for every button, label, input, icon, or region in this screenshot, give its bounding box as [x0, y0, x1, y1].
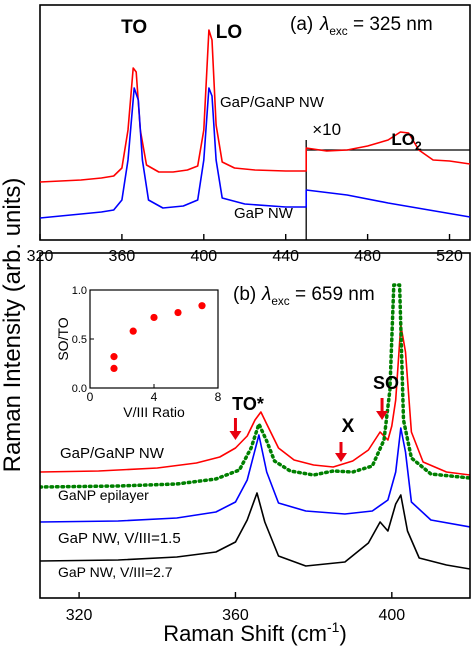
peak-label-subscript: 2: [415, 139, 422, 153]
series-b-label-1: GaNP epilayer: [58, 487, 149, 503]
peak-label: LO: [216, 22, 242, 43]
panel-a-excitation-subscript: exc: [329, 25, 347, 38]
x-tick-label: 400: [190, 248, 217, 265]
panel-b-tag: (b): [233, 284, 256, 305]
x-tick-label: 360: [222, 607, 249, 624]
series-b-label-0: GaP/GaNP NW: [60, 445, 165, 462]
x-axis-title-sup: -1: [327, 619, 340, 635]
series-a-0: [39, 29, 471, 183]
inset-point: [198, 302, 206, 310]
inset-point: [110, 353, 118, 361]
panel-b-excitation-symbol: λ: [261, 284, 271, 305]
peak-label: SO: [373, 373, 399, 393]
peak-arrow-head: [229, 431, 242, 440]
peak-arrow-head: [376, 411, 389, 420]
panel-a-frame: [39, 4, 471, 241]
x-axis-title: Raman Shift (cm-1): [163, 619, 347, 646]
peak-label-text: LO: [391, 130, 415, 149]
panel-a-tag: (a): [290, 14, 313, 35]
x-axis-title-text: Raman Shift (cm: [163, 621, 327, 646]
series-b-1: [40, 283, 470, 489]
inset-point: [110, 364, 118, 372]
series-b-label-3: GaP NW, V/III=2.7: [58, 564, 173, 580]
y-axis-label: Raman Intensity (arb. units): [0, 178, 26, 473]
inset-point: [129, 327, 137, 335]
x-tick-label: 360: [109, 248, 136, 265]
panel-b-series: [40, 283, 470, 570]
series-b-0: [40, 324, 470, 476]
panel-b-frame: [39, 252, 471, 599]
panel-b-excitation: λexc = 659 nm: [261, 284, 375, 308]
panel-a-excitation-value: = 325 nm: [348, 14, 433, 35]
x-tick-label: 480: [354, 248, 381, 265]
inset-frame: [89, 289, 219, 389]
inset-y-tick-label: 0.5: [72, 334, 87, 346]
series-a-label-0: GaP/GaNP NW: [220, 94, 325, 111]
x-tick-label: 320: [66, 607, 93, 624]
peak-arrow-head: [335, 453, 347, 462]
panel-b: 320 360 400 Raman Shift (cm-1) GaP/GaNP NW Ga…: [39, 252, 471, 646]
peak-label: TO: [121, 17, 147, 38]
inset-y-tick-label: 1.0: [72, 285, 87, 297]
panel-a-excitation: λexc = 325 nm: [319, 14, 433, 38]
series-b-2: [40, 427, 470, 528]
scale-mark: ×10: [312, 120, 341, 139]
inset-chart: 0 4 8 0.0 0.5 1.0 V/III Ratio SO/TO: [55, 285, 222, 420]
inset-point: [150, 313, 158, 322]
series-b-3: [40, 492, 470, 570]
panel-b-excitation-value: = 659 nm: [290, 284, 375, 305]
inset-x-tick-label: 4: [151, 390, 158, 404]
peak-label: X: [342, 416, 355, 437]
series-a-label-1: GaP NW: [234, 205, 294, 222]
peak-label: LO2: [391, 130, 422, 153]
panel-a-excitation-symbol: λ: [319, 14, 329, 35]
inset-x-tick-label: 0: [87, 390, 94, 404]
panel-b-excitation-subscript: exc: [271, 295, 289, 308]
series-a-1: [39, 87, 471, 219]
x-tick-label: 400: [378, 607, 405, 624]
inset-y-label: SO/TO: [55, 317, 71, 360]
x-tick-label: 440: [272, 248, 299, 265]
x-axis-title-end: ): [339, 621, 346, 646]
inset-x-label: V/III Ratio: [123, 404, 185, 420]
inset-y-tick-label: 0.0: [72, 383, 87, 395]
series-b-label-2: GaP NW, V/III=1.5: [58, 530, 181, 547]
peak-label: TO*: [232, 394, 264, 414]
inset-x-tick-label: 8: [215, 390, 222, 404]
inset-point: [174, 308, 182, 317]
x-tick-label: 520: [436, 248, 463, 265]
